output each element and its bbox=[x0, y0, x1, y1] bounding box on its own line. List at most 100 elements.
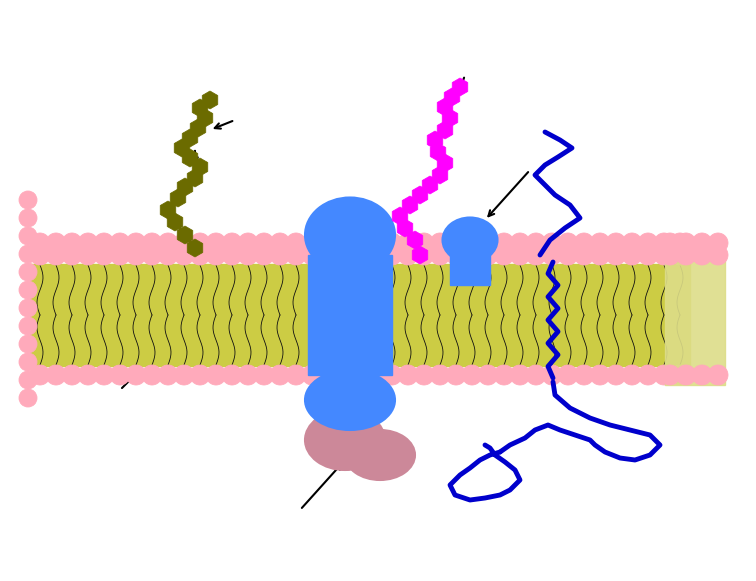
Circle shape bbox=[660, 233, 680, 253]
Circle shape bbox=[398, 245, 418, 265]
Circle shape bbox=[302, 233, 322, 253]
Circle shape bbox=[494, 245, 514, 265]
Circle shape bbox=[574, 245, 594, 265]
Circle shape bbox=[542, 245, 562, 265]
Circle shape bbox=[638, 245, 658, 265]
Circle shape bbox=[318, 365, 338, 385]
Circle shape bbox=[622, 233, 642, 253]
Circle shape bbox=[654, 233, 674, 253]
Circle shape bbox=[302, 365, 322, 385]
Circle shape bbox=[606, 245, 626, 265]
Circle shape bbox=[190, 365, 210, 385]
Circle shape bbox=[478, 233, 498, 253]
Circle shape bbox=[430, 245, 450, 265]
Circle shape bbox=[222, 365, 242, 385]
Circle shape bbox=[62, 245, 82, 265]
Circle shape bbox=[30, 245, 50, 265]
Circle shape bbox=[606, 233, 626, 253]
Circle shape bbox=[494, 365, 514, 385]
Circle shape bbox=[190, 245, 210, 265]
Circle shape bbox=[334, 233, 354, 253]
Circle shape bbox=[414, 233, 434, 253]
Circle shape bbox=[350, 245, 370, 265]
Circle shape bbox=[46, 365, 66, 385]
Circle shape bbox=[478, 365, 498, 385]
Circle shape bbox=[94, 245, 114, 265]
Circle shape bbox=[158, 233, 178, 253]
Ellipse shape bbox=[305, 198, 395, 272]
Circle shape bbox=[692, 245, 712, 265]
Circle shape bbox=[414, 365, 434, 385]
Ellipse shape bbox=[442, 217, 497, 263]
Circle shape bbox=[462, 365, 482, 385]
Circle shape bbox=[174, 245, 194, 265]
Circle shape bbox=[30, 365, 50, 385]
Circle shape bbox=[190, 233, 210, 253]
Circle shape bbox=[30, 233, 50, 253]
Circle shape bbox=[110, 245, 130, 265]
Circle shape bbox=[510, 245, 530, 265]
Bar bbox=[308, 255, 392, 375]
Circle shape bbox=[446, 233, 466, 253]
Circle shape bbox=[318, 245, 338, 265]
Circle shape bbox=[142, 245, 162, 265]
Circle shape bbox=[414, 245, 434, 265]
Circle shape bbox=[126, 365, 146, 385]
Circle shape bbox=[590, 233, 610, 253]
Circle shape bbox=[526, 365, 546, 385]
Circle shape bbox=[302, 245, 322, 265]
Circle shape bbox=[676, 365, 696, 385]
Circle shape bbox=[286, 233, 306, 253]
Circle shape bbox=[382, 245, 402, 265]
Circle shape bbox=[462, 245, 482, 265]
Circle shape bbox=[494, 233, 514, 253]
Circle shape bbox=[19, 281, 37, 299]
Circle shape bbox=[574, 233, 594, 253]
Circle shape bbox=[638, 233, 658, 253]
Circle shape bbox=[526, 233, 546, 253]
Circle shape bbox=[19, 371, 37, 389]
Circle shape bbox=[46, 245, 66, 265]
Circle shape bbox=[430, 233, 450, 253]
Circle shape bbox=[142, 233, 162, 253]
Circle shape bbox=[660, 365, 680, 385]
Ellipse shape bbox=[345, 430, 415, 480]
Circle shape bbox=[676, 233, 696, 253]
Circle shape bbox=[542, 365, 562, 385]
Circle shape bbox=[654, 365, 674, 385]
Circle shape bbox=[478, 245, 498, 265]
Circle shape bbox=[254, 365, 274, 385]
Circle shape bbox=[206, 365, 226, 385]
Circle shape bbox=[462, 233, 482, 253]
Circle shape bbox=[78, 365, 98, 385]
Circle shape bbox=[590, 245, 610, 265]
Circle shape bbox=[94, 233, 114, 253]
Circle shape bbox=[254, 233, 274, 253]
Circle shape bbox=[558, 365, 578, 385]
Circle shape bbox=[366, 233, 386, 253]
Circle shape bbox=[62, 365, 82, 385]
Circle shape bbox=[126, 233, 146, 253]
Circle shape bbox=[676, 245, 696, 265]
Circle shape bbox=[174, 365, 194, 385]
Circle shape bbox=[398, 365, 418, 385]
Circle shape bbox=[708, 233, 728, 253]
Circle shape bbox=[446, 365, 466, 385]
Circle shape bbox=[622, 365, 642, 385]
Bar bbox=[450, 255, 490, 285]
Circle shape bbox=[254, 245, 274, 265]
Circle shape bbox=[654, 245, 674, 265]
Ellipse shape bbox=[305, 410, 385, 470]
Circle shape bbox=[19, 263, 37, 281]
Circle shape bbox=[334, 365, 354, 385]
Circle shape bbox=[692, 365, 712, 385]
Circle shape bbox=[19, 245, 37, 263]
Circle shape bbox=[430, 365, 450, 385]
Circle shape bbox=[622, 245, 642, 265]
Circle shape bbox=[670, 245, 690, 265]
Circle shape bbox=[366, 365, 386, 385]
Circle shape bbox=[270, 245, 290, 265]
Circle shape bbox=[19, 317, 37, 335]
Circle shape bbox=[574, 365, 594, 385]
Circle shape bbox=[19, 335, 37, 353]
